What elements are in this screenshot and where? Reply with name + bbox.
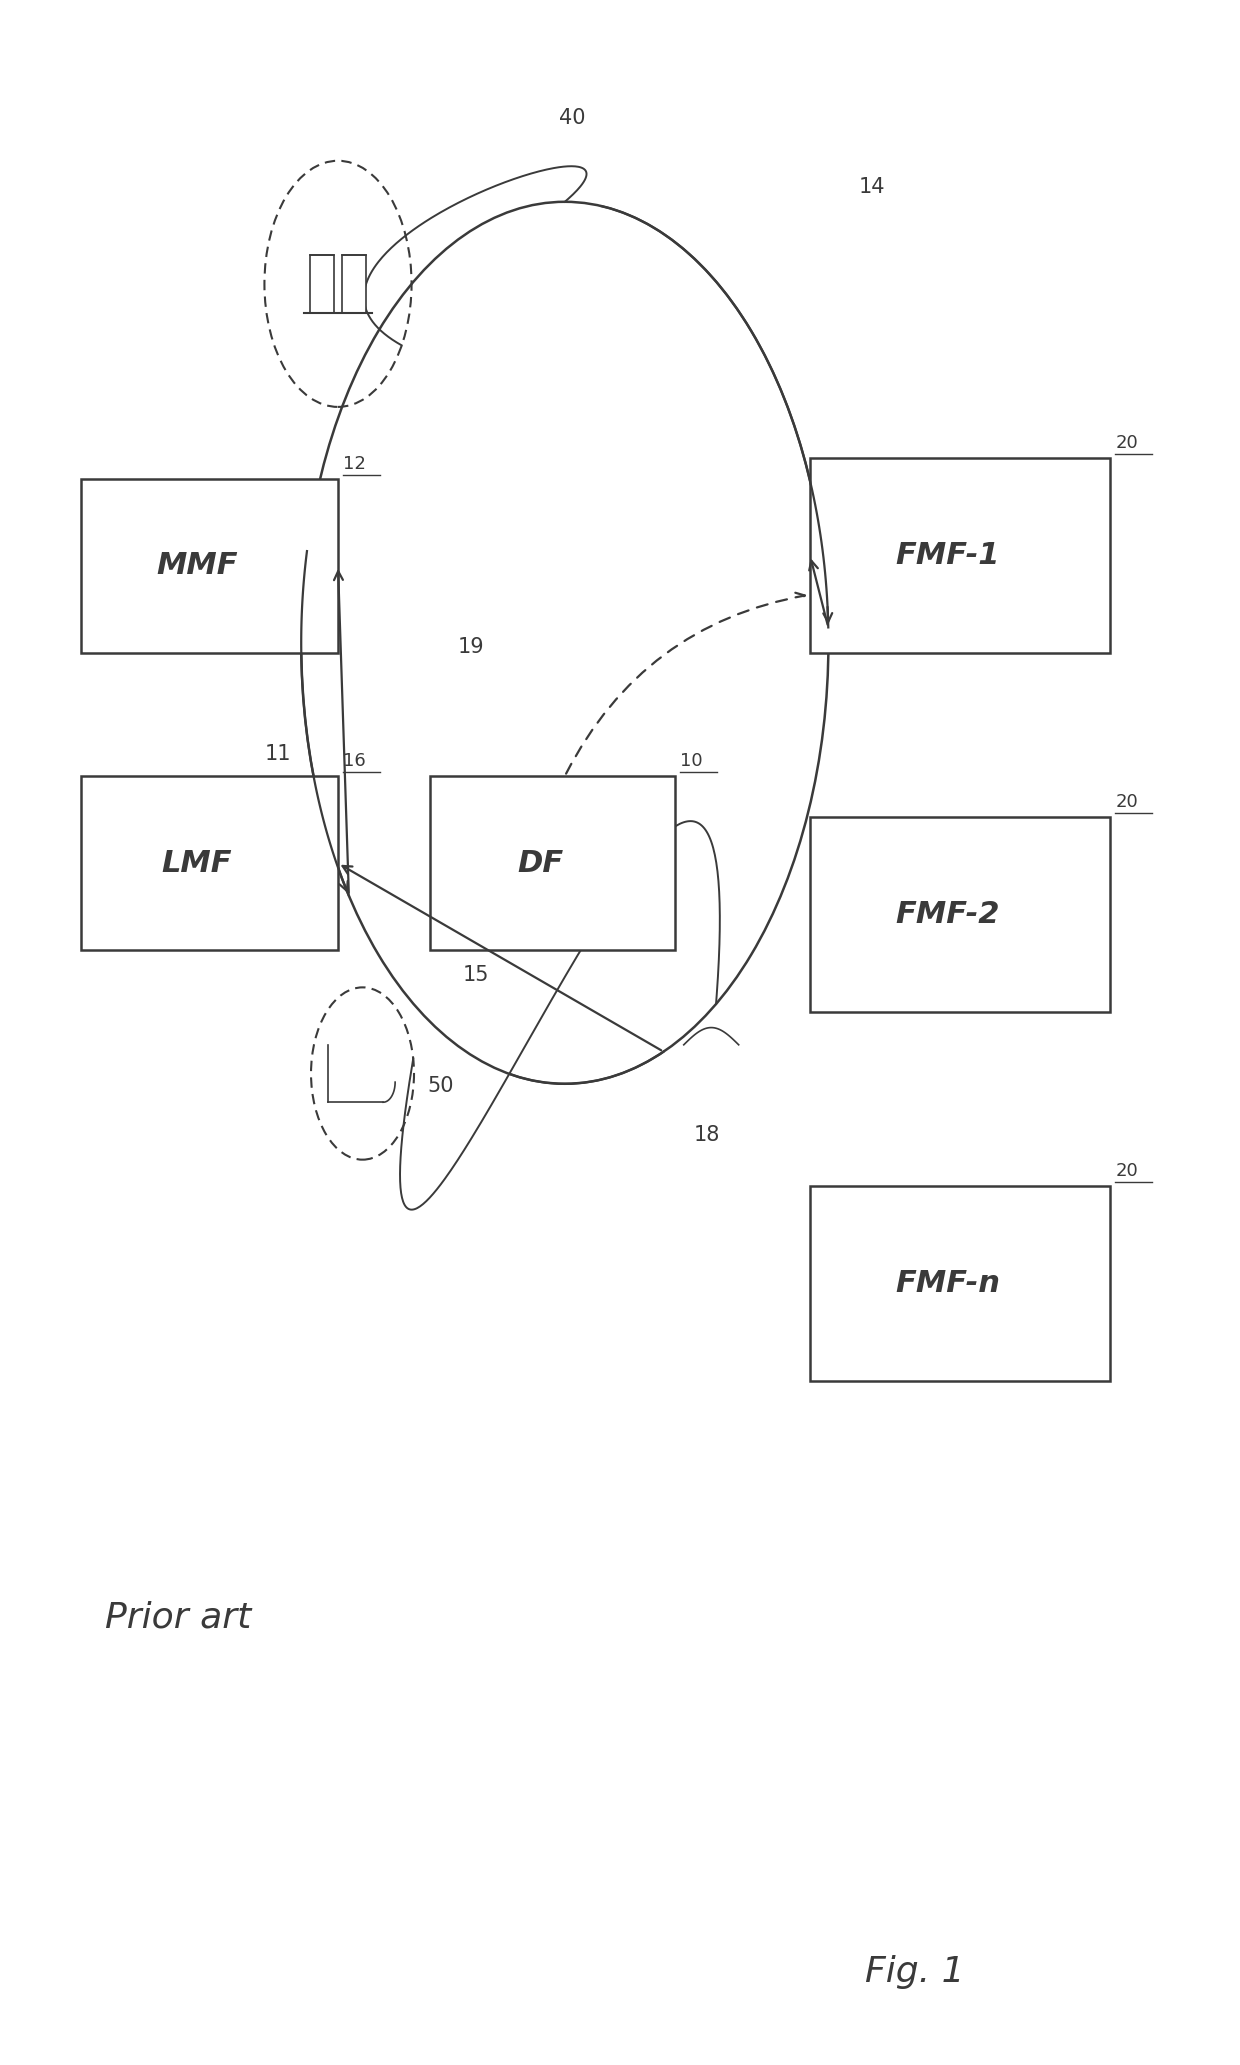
Text: FMF-1: FMF-1 xyxy=(895,541,1001,570)
Text: 10: 10 xyxy=(680,752,703,770)
Bar xyxy=(310,256,335,312)
Bar xyxy=(810,458,1111,653)
Text: FMF-n: FMF-n xyxy=(895,1270,1001,1299)
Bar xyxy=(81,479,339,653)
Text: 50: 50 xyxy=(428,1076,454,1097)
Bar xyxy=(810,818,1111,1012)
Text: 20: 20 xyxy=(1115,434,1138,452)
Text: LMF: LMF xyxy=(161,849,232,878)
Text: FMF-2: FMF-2 xyxy=(895,900,1001,929)
Text: Prior art: Prior art xyxy=(105,1600,252,1633)
Text: 40: 40 xyxy=(559,107,585,128)
Text: 16: 16 xyxy=(343,752,366,770)
Text: DF: DF xyxy=(517,849,563,878)
Bar xyxy=(81,776,339,950)
Text: 20: 20 xyxy=(1115,793,1138,812)
Bar xyxy=(430,776,675,950)
Text: 15: 15 xyxy=(463,964,490,985)
Bar xyxy=(810,1185,1111,1381)
Text: Fig. 1: Fig. 1 xyxy=(866,1956,965,1989)
Text: MMF: MMF xyxy=(156,551,238,580)
Text: 18: 18 xyxy=(693,1125,720,1146)
Text: 20: 20 xyxy=(1115,1163,1138,1181)
Bar xyxy=(342,256,366,312)
Text: 14: 14 xyxy=(859,178,885,198)
Text: 19: 19 xyxy=(458,636,485,657)
Text: 11: 11 xyxy=(264,743,291,764)
Text: 12: 12 xyxy=(343,454,366,473)
